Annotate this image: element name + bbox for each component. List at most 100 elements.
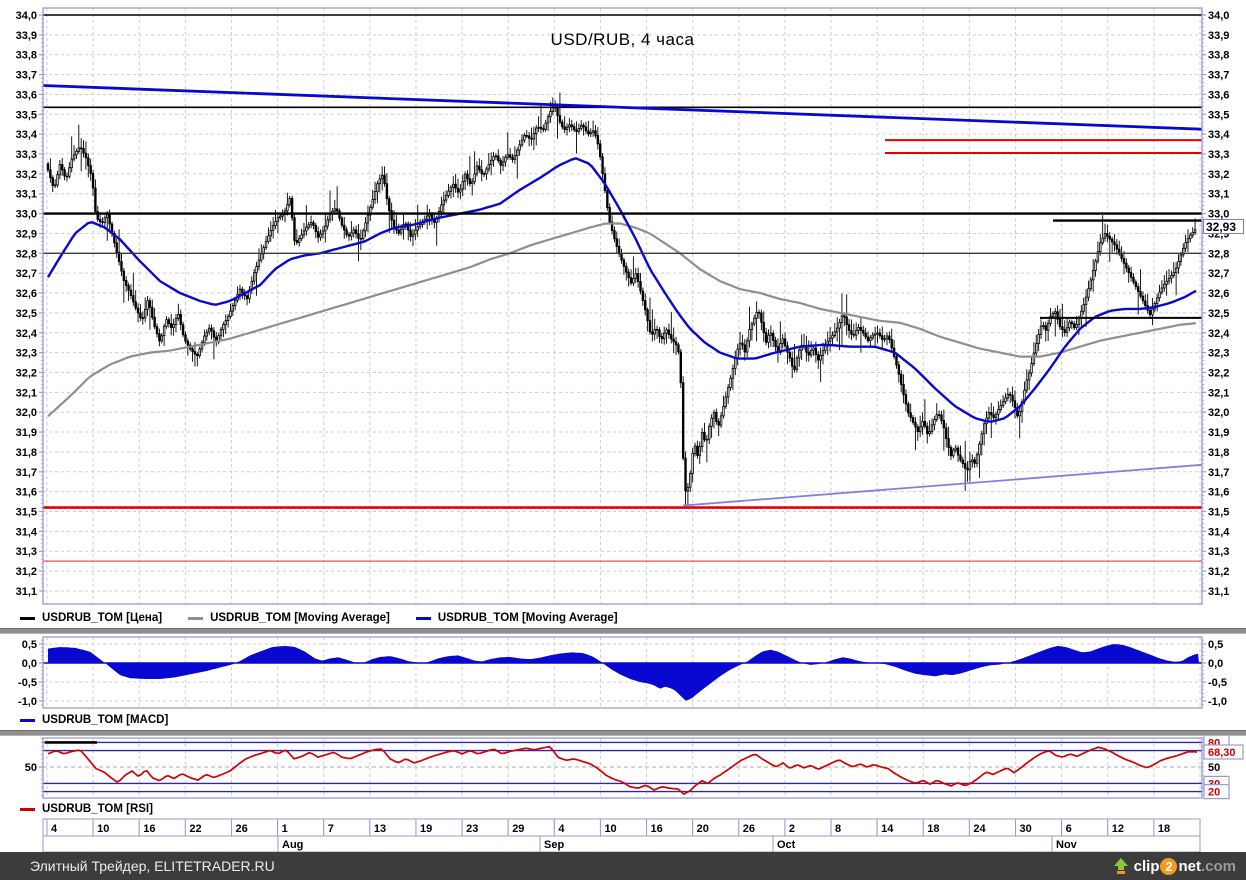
svg-text:32,6: 32,6 (16, 288, 37, 300)
rsi-level-box (1203, 744, 1244, 760)
price-panel-legend: USDRUB_TOM [Цена] USDRUB_TOM [Moving Ave… (20, 610, 644, 626)
svg-text:32,2: 32,2 (1208, 367, 1229, 379)
svg-text:32,3: 32,3 (16, 348, 37, 360)
svg-text:32,8: 32,8 (1208, 248, 1229, 260)
svg-text:33,1: 33,1 (16, 189, 37, 201)
svg-text:Sep: Sep (544, 839, 564, 851)
svg-text:31,8: 31,8 (16, 447, 37, 459)
svg-text:34,0: 34,0 (16, 10, 37, 22)
svg-text:32,0: 32,0 (1208, 407, 1229, 419)
legend-label: USDRUB_TOM [Moving Average] (210, 612, 390, 624)
svg-text:32,0: 32,0 (16, 407, 37, 419)
svg-text:33,3: 33,3 (1208, 149, 1229, 161)
moving-averages (46, 157, 1197, 423)
price-axis: 34,0 34,0 33,9 33,9 33,8 33,8 33,7 33,7 33,6 33,6… (16, 10, 1231, 598)
support-resistance-levels (42, 14, 1203, 562)
svg-text:-0,5: -0,5 (1208, 677, 1227, 689)
svg-text:22: 22 (189, 823, 201, 835)
month-cell (277, 835, 541, 853)
legend-label: USDRUB_TOM [RSI] (42, 803, 153, 815)
rsi-level-box (1203, 783, 1230, 800)
svg-text:32,1: 32,1 (16, 387, 37, 399)
svg-text:13: 13 (374, 823, 386, 835)
svg-text:33,5: 33,5 (1208, 109, 1229, 121)
svg-text:31,2: 31,2 (16, 566, 37, 578)
svg-text:33,1: 33,1 (1208, 189, 1229, 201)
svg-text:32,6: 32,6 (1208, 288, 1229, 300)
legend-label: USDRUB_TOM [MACD] (42, 714, 169, 726)
svg-text:24: 24 (973, 823, 986, 835)
svg-text:10: 10 (97, 823, 109, 835)
chart-title: USD/RUB, 4 часа (550, 30, 695, 49)
svg-text:33,7: 33,7 (1208, 70, 1229, 82)
panel-separator (0, 730, 1246, 736)
svg-text:10: 10 (604, 823, 616, 835)
svg-text:33,5: 33,5 (16, 109, 37, 121)
svg-text:29: 29 (512, 823, 524, 835)
svg-text:1: 1 (282, 823, 288, 835)
svg-text:31,4: 31,4 (1208, 526, 1230, 538)
svg-text:8: 8 (835, 823, 841, 835)
svg-text:68,30: 68,30 (1208, 747, 1236, 759)
svg-text:32,9: 32,9 (16, 228, 37, 240)
svg-text:0,5: 0,5 (1208, 639, 1223, 651)
legend-item-rsi: USDRUB_TOM [RSI] (20, 803, 153, 815)
svg-text:26: 26 (743, 823, 755, 835)
date-axis: 4 10 16 22 26 1 7 13 19 23 29 4 10 16 20 26 2 8 14 18 24 30 6 1… (42, 818, 1201, 853)
svg-text:50: 50 (1208, 762, 1220, 774)
grid-lines (43, 8, 1202, 798)
status-text: Элитный Трейдер, ELITETRADER.RU (30, 858, 275, 874)
rsi-plot (43, 741, 1202, 796)
panel-separator (0, 628, 1246, 634)
current-price-label: 32,93 (1203, 219, 1244, 234)
svg-text:32,2: 32,2 (16, 367, 37, 379)
month-cell (772, 835, 1053, 853)
svg-text:31,4: 31,4 (16, 526, 38, 538)
svg-text:26: 26 (235, 823, 247, 835)
svg-text:31,7: 31,7 (16, 467, 37, 479)
svg-text:32,5: 32,5 (1208, 308, 1229, 320)
svg-text:31,6: 31,6 (16, 487, 37, 499)
month-cell (42, 835, 279, 853)
panel-borders (42, 7, 1203, 799)
status-bar: Элитный Трейдер, ELITETRADER.RU clip 2 net… (0, 852, 1246, 880)
svg-text:33,6: 33,6 (16, 89, 37, 101)
clip2net-arrow-icon (1113, 858, 1128, 874)
svg-text:31,5: 31,5 (16, 507, 37, 519)
legend-item-price: USDRUB_TOM [Цена] (20, 612, 162, 624)
legend-swatch (20, 616, 35, 620)
svg-text:31,1: 31,1 (16, 586, 37, 598)
svg-text:2: 2 (789, 823, 795, 835)
svg-text:4: 4 (558, 823, 565, 835)
svg-text:31,6: 31,6 (1208, 487, 1229, 499)
svg-text:33,0: 33,0 (1208, 209, 1229, 221)
svg-text:23: 23 (466, 823, 478, 835)
svg-text:-1,0: -1,0 (1208, 696, 1227, 708)
svg-text:4: 4 (51, 823, 58, 835)
svg-text:Aug: Aug (282, 839, 303, 851)
svg-text:31,7: 31,7 (1208, 467, 1229, 479)
svg-text:Nov: Nov (1056, 839, 1078, 851)
svg-text:31,8: 31,8 (1208, 447, 1229, 459)
svg-text:7: 7 (328, 823, 334, 835)
svg-text:16: 16 (651, 823, 663, 835)
svg-text:Oct: Oct (777, 839, 796, 851)
svg-text:32,4: 32,4 (16, 328, 38, 340)
svg-text:32,3: 32,3 (1208, 348, 1229, 360)
price-candles (46, 92, 1197, 506)
svg-text:20: 20 (1208, 787, 1220, 799)
svg-text:31,3: 31,3 (16, 546, 37, 558)
svg-text:33,2: 33,2 (1208, 169, 1229, 181)
macd-histogram (43, 644, 1202, 701)
svg-text:32,1: 32,1 (1208, 387, 1229, 399)
month-cell (539, 835, 774, 853)
svg-text:0,0: 0,0 (1208, 658, 1223, 670)
macd-panel-legend: USDRUB_TOM [MACD] (20, 712, 194, 728)
svg-text:31,9: 31,9 (16, 427, 37, 439)
watermark-two-badge: 2 (1160, 857, 1178, 875)
svg-text:31,5: 31,5 (1208, 507, 1229, 519)
legend-item-ma-fast: USDRUB_TOM [Moving Average] (415, 612, 618, 624)
